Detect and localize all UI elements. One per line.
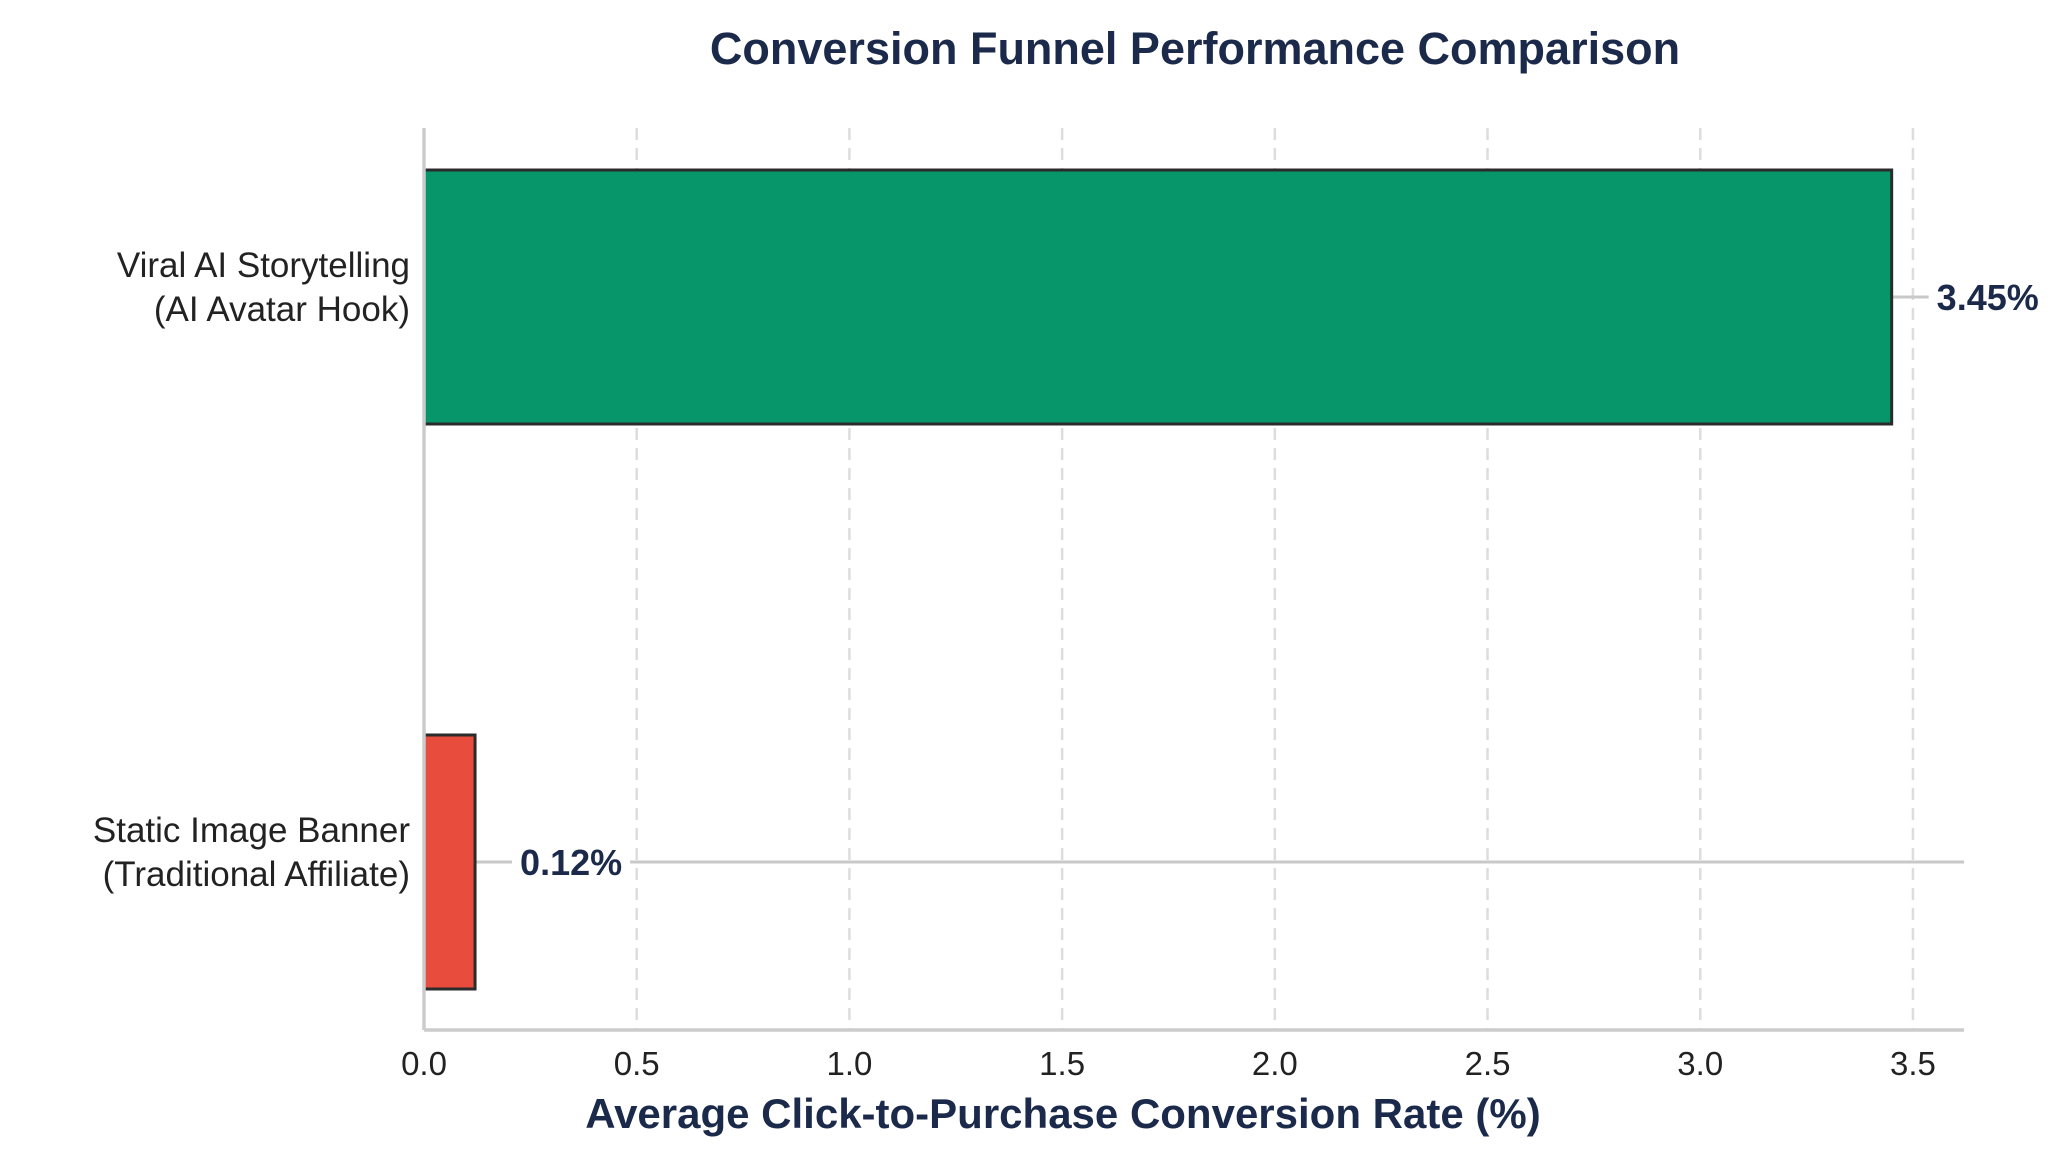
value-labels: 3.45% 0.12% [512,273,2047,887]
x-tick-label: 3.5 [1890,1045,1936,1082]
category-label: Static Image Banner (Traditional Affiliat… [93,811,410,894]
chart-title: Conversion Funnel Performance Comparison [710,23,1680,74]
bar [422,733,477,991]
x-axis-label: Average Click-to-Purchase Conversion Rat… [585,1090,1540,1137]
category-labels: Viral AI Storytelling (AI Avatar Hook) Sta… [93,246,410,894]
x-tick-label: 1.0 [826,1045,872,1082]
axes [422,128,1964,1032]
bar [422,168,1894,426]
x-tick-label: 0.5 [614,1045,660,1082]
x-tick-label: 3.0 [1677,1045,1723,1082]
value-label: 0.12% [520,842,622,883]
bars [422,168,1894,991]
x-tick-labels: 0.0 0.5 1.0 1.5 2.0 2.5 3.0 3.5 [401,1045,1936,1082]
value-label-group: 3.45% [1928,273,2047,322]
x-tick-label: 0.0 [401,1045,447,1082]
x-tick-label: 2.5 [1465,1045,1511,1082]
value-label-background [512,838,631,887]
value-label-group: 0.12% [512,838,631,887]
x-tick-label: 2.0 [1252,1045,1298,1082]
x-tick-label: 1.5 [1039,1045,1085,1082]
value-label: 3.45% [1937,277,2039,318]
value-label-background [1928,273,2047,322]
category-label: Viral AI Storytelling (AI Avatar Hook) [117,246,410,329]
